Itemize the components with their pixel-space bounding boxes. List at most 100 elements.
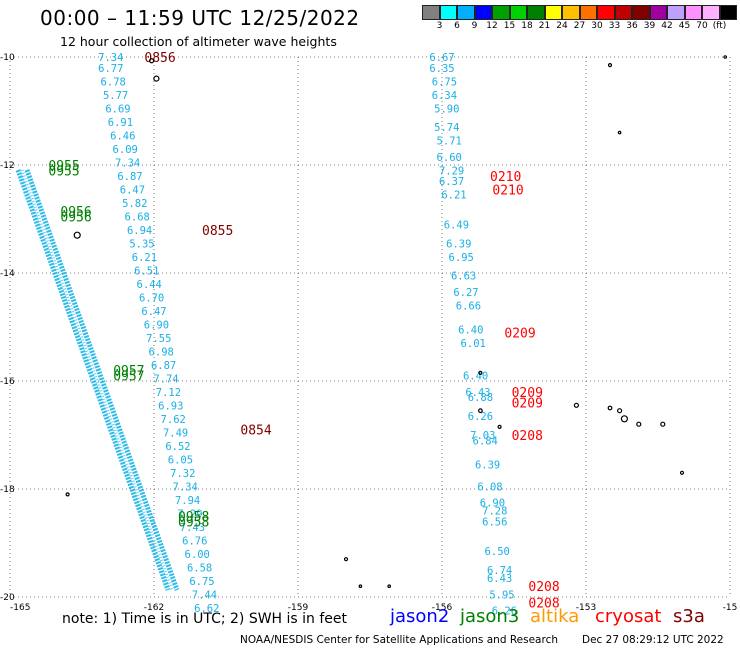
color-swatch: [509, 5, 527, 20]
color-swatch: [614, 5, 632, 20]
pass-time-label: 0208: [512, 429, 543, 444]
swh-value-s3a: 6.44: [137, 279, 162, 291]
pass-time-label: 0956: [60, 210, 91, 225]
pass-time-label: 0208: [528, 596, 559, 611]
color-scale-label: (ft): [712, 21, 727, 31]
pass-time-label: 0856: [144, 51, 175, 66]
swh-value-cryosat: 6.27: [453, 287, 478, 299]
color-scale-label: 12: [486, 21, 498, 31]
swh-value-s3a: 5.77: [103, 90, 128, 102]
color-swatch: [702, 5, 720, 20]
x-tick-label: -162: [144, 603, 164, 613]
swh-value-s3a: 6.47: [141, 306, 166, 318]
swh-value-s3a: 6.87: [117, 171, 142, 183]
legend-item-s3a: s3a: [673, 606, 705, 627]
color-scale-label: 70: [696, 21, 708, 31]
swh-value-s3a: 6.21: [132, 252, 157, 264]
island-outline: [387, 584, 392, 589]
color-scale-bar: [422, 5, 737, 20]
swh-value-s3a: 7.62: [161, 414, 186, 426]
pass-time-label: 0958: [178, 515, 209, 530]
swh-value-s3a: 6.98: [149, 346, 174, 358]
legend-item-jason2: jason2: [390, 606, 450, 627]
swh-value-cryosat: 6.49: [444, 219, 469, 231]
swh-value-cryosat: 6.08: [477, 481, 502, 493]
credit-text: NOAA/NESDIS Center for Satellite Applica…: [240, 634, 558, 646]
island-outline: [636, 421, 642, 427]
color-swatch: [439, 5, 457, 20]
swh-value-cryosat: 6.43: [487, 573, 512, 585]
color-scale-label: 36: [626, 21, 638, 31]
island-outline: [660, 421, 666, 427]
jason3-track-swath: [15, 169, 171, 591]
y-tick-label: -16: [0, 377, 15, 387]
color-scale-label: 18: [521, 21, 533, 31]
pass-time-label: 0209: [512, 386, 543, 401]
island-outline: [573, 402, 580, 408]
color-swatch: [684, 5, 702, 20]
swh-value-s3a: 7.43: [180, 522, 205, 534]
swh-value-cryosat: 7.03: [470, 430, 495, 442]
pass-time-label: 0208: [528, 580, 559, 595]
island-outline: [149, 58, 155, 64]
color-scale-label: 9: [471, 21, 478, 31]
y-tick-label: -10: [0, 53, 15, 63]
swh-value-s3a: 6.75: [189, 576, 214, 588]
x-tick-label: -165: [10, 603, 30, 613]
swh-value-cryosat: 6.26: [468, 411, 493, 423]
island-outline: [607, 62, 613, 68]
swh-value-s3a: 7.34: [173, 481, 198, 493]
pass-time-label: 0209: [504, 326, 535, 341]
pass-time-label: 0855: [202, 224, 233, 239]
legend-item-altika: altika: [530, 606, 580, 627]
swh-value-s3a: 6.78: [101, 76, 126, 88]
color-swatch: [667, 5, 685, 20]
color-scale-label: 45: [678, 21, 691, 31]
chart-subtitle: 12 hour collection of altimeter wave hei…: [60, 34, 337, 49]
y-tick-label: -18: [0, 485, 15, 495]
pass-time-label: 0210: [490, 170, 521, 185]
color-swatch: [527, 5, 545, 20]
swh-value-s3a: 6.00: [185, 549, 210, 561]
color-swatch: [544, 5, 562, 20]
swh-value-cryosat: 5.74: [434, 122, 459, 134]
color-scale-label: 3: [436, 21, 443, 31]
color-scale-label: 21: [538, 21, 551, 31]
swh-value-s3a: 6.46: [110, 130, 135, 142]
swh-value-s3a: 6.51: [134, 265, 159, 277]
swh-value-cryosat: 6.34: [432, 90, 457, 102]
color-scale-label: 24: [556, 21, 568, 31]
pass-time-label: 0958: [178, 510, 209, 525]
swh-value-s3a: 6.09: [113, 144, 138, 156]
swh-value-cryosat: 5.71: [437, 136, 462, 148]
x-tick-label: -15: [723, 603, 738, 613]
swh-value-s3a: 6.68: [125, 211, 150, 223]
swh-value-s3a: 6.93: [158, 400, 183, 412]
color-swatch: [597, 5, 615, 20]
island-outline: [616, 408, 623, 414]
color-scale-label: 27: [573, 21, 586, 31]
swh-value-cryosat: 7.28: [482, 506, 507, 518]
chart-title: 00:00 – 11:59 UTC 12/25/2022: [40, 6, 360, 30]
x-tick-label: -153: [576, 603, 596, 613]
legend-item-jason3: jason3: [460, 606, 520, 627]
color-scale-label: 39: [643, 21, 656, 31]
swh-value-cryosat: 6.37: [439, 176, 464, 188]
x-tick-label: -159: [288, 603, 309, 613]
color-swatch: [422, 5, 440, 20]
color-swatch: [562, 5, 580, 20]
swh-value-cryosat: 6.56: [482, 516, 507, 528]
swh-value-cryosat: 6.01: [461, 338, 486, 350]
swh-value-s3a: 6.76: [182, 535, 207, 547]
swh-value-cryosat: 6.66: [456, 300, 481, 312]
island-outline: [617, 130, 622, 135]
swh-value-s3a: 6.52: [165, 441, 190, 453]
pass-time-label: 0210: [492, 183, 523, 198]
island-outline: [153, 75, 160, 82]
swh-value-s3a: 7.94: [175, 495, 200, 507]
timestamp-text: Dec 27 08:29:12 UTC 2022: [582, 634, 724, 646]
island-outline: [73, 231, 81, 239]
pass-time-label: 0955: [48, 164, 79, 179]
color-swatch: [649, 5, 667, 20]
color-scale-label: 6: [454, 21, 460, 31]
